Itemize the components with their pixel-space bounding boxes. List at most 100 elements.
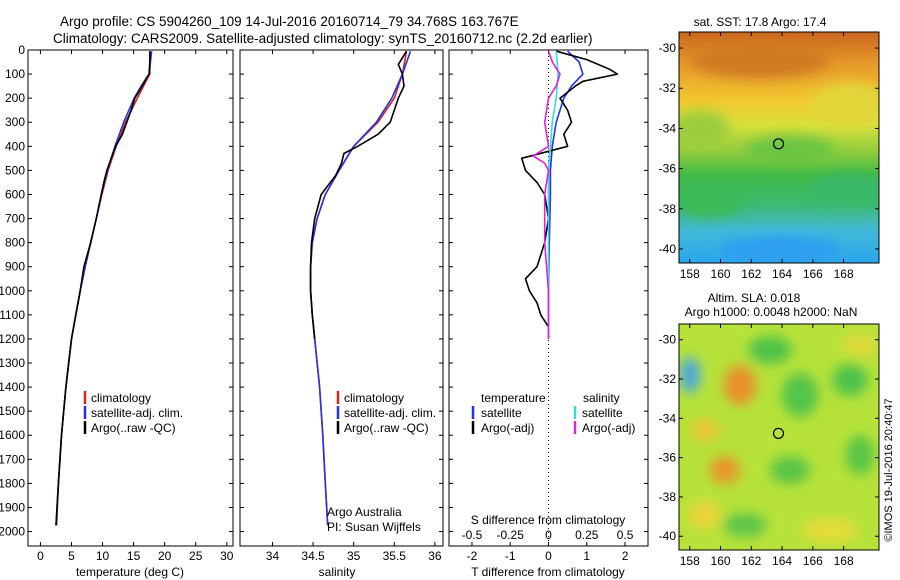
x-tick-label: 25 <box>189 549 203 563</box>
series-line-argo-raw-qc <box>309 50 408 339</box>
lat-tick-label: -30 <box>659 333 677 347</box>
salinity-panel: 34 34.5 35 35.5 36 climatology satellite-adj… <box>239 49 444 579</box>
sst-argo-location-marker <box>772 138 785 150</box>
lon-tick-label: 164 <box>772 267 792 281</box>
temperature-panel: 0100200300400500600700800900100011001200… <box>0 43 234 579</box>
depth-tick-label: 700 <box>5 212 25 226</box>
x-tick-label: -2 <box>467 549 478 563</box>
credit-line-2: PI: Susan Wijffels <box>327 520 421 534</box>
lon-tick-label: 164 <box>772 554 792 568</box>
legend-label-climatology: climatology <box>91 391 151 405</box>
depth-tick-label: 1200 <box>0 332 25 346</box>
x-tick-label: 15 <box>127 549 141 563</box>
x-tick-label: 34 <box>266 549 280 563</box>
difference-legend: temperature salinity satellite Argo(-adj… <box>471 391 635 435</box>
depth-tick-label: 1800 <box>0 476 25 490</box>
temperature-axes-frame <box>27 49 234 547</box>
series-line-argo-raw-qc <box>55 51 151 526</box>
temperature-legend: climatology satellite-adj. clim. Argo(..… <box>83 391 183 435</box>
s-diff-tick-label: 0 <box>545 528 552 542</box>
difference-panel: -2 -1 0 1 2 temperature salinity satellite A… <box>448 49 649 579</box>
legend-label-t-satellite: satellite <box>481 406 522 420</box>
depth-tick-label: 100 <box>5 67 25 81</box>
lat-tick-label: -36 <box>659 451 677 465</box>
sst-map-frame <box>678 31 880 264</box>
legend-header-salinity: salinity <box>583 391 620 405</box>
lon-tick-label: 158 <box>680 554 700 568</box>
lat-tick-label: -34 <box>659 121 677 135</box>
s-diff-tick-label: 0.25 <box>575 528 599 542</box>
sla-map-panel: Altim. SLA: 0.018 Argo h1000: 0.0048 h20… <box>659 291 880 568</box>
series-line-s-argo-adj <box>532 50 561 339</box>
x-tick-label: 36 <box>428 549 442 563</box>
depth-tick-label: 1100 <box>0 308 25 322</box>
lon-tick-label: 162 <box>741 554 761 568</box>
depth-tick-label: 900 <box>5 260 25 274</box>
x-tick-label: 30 <box>220 549 234 563</box>
temperature-x-axis-label: temperature (deg C) <box>76 565 184 579</box>
depth-tick-label: 1500 <box>0 404 25 418</box>
depth-tick-label: 800 <box>5 236 25 250</box>
lon-tick-label: 168 <box>834 267 854 281</box>
legend-label-t-argo: Argo(-adj) <box>481 421 534 435</box>
x-tick-label: 1 <box>583 549 590 563</box>
lon-tick-label: 160 <box>711 267 731 281</box>
lon-tick-label: 166 <box>803 267 823 281</box>
legend-label-satellite-adj: satellite-adj. clim. <box>344 406 436 420</box>
sst-field-texture <box>679 42 879 263</box>
depth-tick-label: 1300 <box>0 356 25 370</box>
legend-label-climatology: climatology <box>344 391 404 405</box>
lon-tick-label: 160 <box>711 554 731 568</box>
lat-tick-label: -38 <box>659 490 677 504</box>
s-diff-tick-label: 0.5 <box>617 528 634 542</box>
depth-tick-label: 300 <box>5 115 25 129</box>
credit-line-1: Argo Australia <box>327 505 402 519</box>
depth-tick-label: 1600 <box>0 428 25 442</box>
sla-map-frame <box>678 323 880 551</box>
sla-argo-location-marker <box>772 427 785 439</box>
series-line-t-argo-adj <box>520 50 619 328</box>
figure-title-line1: Argo profile: CS 5904260_109 14-Jul-2016… <box>60 14 519 29</box>
depth-tick-label: 0 <box>18 43 25 57</box>
s-diff-tick-label: -0.25 <box>497 528 525 542</box>
salinity-x-axis-label: salinity <box>319 565 356 579</box>
lon-tick-label: 166 <box>803 554 823 568</box>
s-diff-tick-label: -0.5 <box>462 528 483 542</box>
lat-tick-label: -38 <box>659 202 677 216</box>
lat-tick-label: -34 <box>659 411 677 425</box>
depth-tick-label: 500 <box>5 163 25 177</box>
lat-tick-label: -30 <box>659 41 677 55</box>
sla-map-title-line2: Argo h1000: 0.0048 h2000: NaN <box>685 305 858 319</box>
x-tick-label: 35.5 <box>383 549 407 563</box>
depth-tick-label: 600 <box>5 187 25 201</box>
sla-field-texture <box>680 335 878 542</box>
depth-tick-label: 2000 <box>0 525 25 539</box>
x-tick-label: 0 <box>545 549 552 563</box>
depth-tick-label: 1900 <box>0 500 25 514</box>
lat-tick-label: -40 <box>659 529 677 543</box>
legend-label-satellite-adj: satellite-adj. clim. <box>91 406 183 420</box>
s-difference-axis-label: S difference from climatology <box>471 513 626 527</box>
x-tick-label: 10 <box>96 549 110 563</box>
depth-tick-label: 1000 <box>0 284 25 298</box>
legend-label-s-argo: Argo(-adj) <box>582 421 635 435</box>
lon-tick-label: 168 <box>834 554 854 568</box>
x-tick-label: 2 <box>622 549 629 563</box>
lat-tick-label: -40 <box>659 242 677 256</box>
salinity-axes-frame <box>239 49 444 547</box>
x-tick-label: 35 <box>347 549 361 563</box>
salinity-legend: climatology satellite-adj. clim. Argo(..… <box>336 391 436 435</box>
x-tick-label: 20 <box>158 549 172 563</box>
depth-tick-label: 200 <box>5 91 25 105</box>
lat-tick-label: -36 <box>659 162 677 176</box>
x-tick-label: 5 <box>68 549 75 563</box>
lon-tick-label: 162 <box>741 267 761 281</box>
t-difference-axis-label: T difference from climatology <box>471 565 625 579</box>
legend-label-argo: Argo(..raw -QC) <box>91 421 176 435</box>
depth-tick-label: 400 <box>5 139 25 153</box>
x-tick-label: 0 <box>37 549 44 563</box>
legend-label-argo: Argo(..raw -QC) <box>344 421 429 435</box>
legend-label-s-satellite: satellite <box>582 406 623 420</box>
x-tick-label: 34.5 <box>301 549 325 563</box>
sla-map-title-line1: Altim. SLA: 0.018 <box>708 291 801 305</box>
